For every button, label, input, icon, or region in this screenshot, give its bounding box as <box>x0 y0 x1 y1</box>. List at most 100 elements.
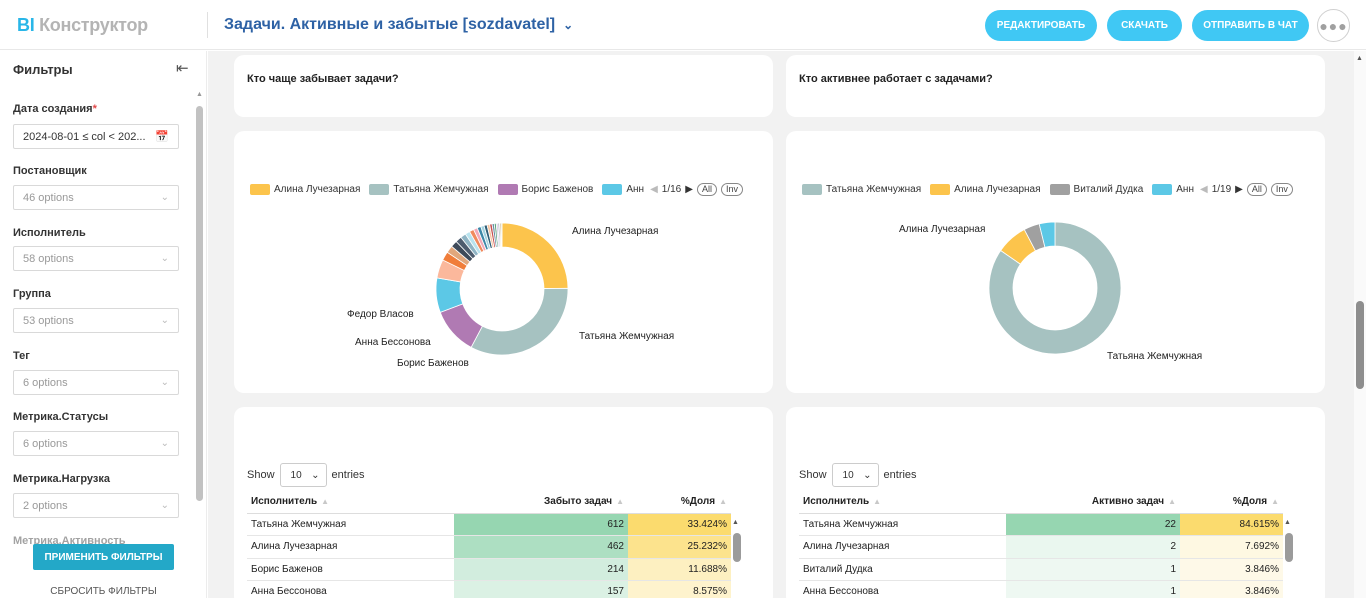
legend-item[interactable]: Анн <box>1152 184 1194 195</box>
page-length-control: Show 10 ⌄ entries <box>799 463 917 487</box>
legend-all-button[interactable]: All <box>696 183 717 196</box>
assigner-select[interactable]: 46 options ⌄ <box>13 185 179 210</box>
sidebar-scroll-thumb[interactable] <box>196 106 203 501</box>
chevron-down-icon: ⌄ <box>160 377 169 388</box>
pie-slice[interactable] <box>1038 221 1056 248</box>
metric-statuses-select[interactable]: 6 options ⌄ <box>13 431 179 456</box>
count-cell: 214 <box>454 558 628 581</box>
filter-label-group: Группа <box>13 288 51 300</box>
legend-next-icon[interactable]: ▶ <box>685 184 693 195</box>
chevron-down-icon: ⌄ <box>311 469 320 481</box>
column-header-forgotten[interactable]: Забыто задач ▲ <box>454 491 628 514</box>
more-options-button[interactable]: ●●● <box>1317 9 1350 42</box>
created-date-input[interactable]: 2024-08-01 ≤ col < 202... 📅 <box>13 124 179 149</box>
scroll-up-icon[interactable]: ▲ <box>1284 519 1291 526</box>
group-select[interactable]: 53 options ⌄ <box>13 308 179 333</box>
count-cell: 22 <box>1006 513 1180 536</box>
executor-cell: Борис Баженов <box>247 558 454 581</box>
table-row[interactable]: Анна Бессонова 1 3.846% <box>799 580 1283 598</box>
forgotten-title: Кто чаще забывает задачи? <box>247 73 399 85</box>
table-scrollbar[interactable]: ▲ <box>732 519 742 598</box>
executor-select[interactable]: 58 options ⌄ <box>13 246 179 271</box>
table-row[interactable]: Алина Лучезарная 462 25.232% <box>247 535 731 559</box>
filter-label-created-date: Дата создания* <box>13 103 97 115</box>
table-scrollbar[interactable]: ▲ <box>1284 519 1294 598</box>
send-to-chat-button[interactable]: Отправить в чат <box>1192 10 1309 41</box>
table-scroll-thumb[interactable] <box>733 533 741 562</box>
legend-prev-icon[interactable]: ◀ <box>1199 184 1208 195</box>
share-cell: 84.615% <box>1180 513 1283 536</box>
legend-pagination: ◀ 1/19 ▶ All Inv <box>1200 183 1293 196</box>
legend-label: Анн <box>626 184 645 195</box>
forgotten-pie-card: Алина Лучезарная Татьяна Жемчужная Борис… <box>234 131 773 393</box>
legend-swatch <box>369 184 390 195</box>
legend-prev-icon[interactable]: ◀ <box>650 184 658 195</box>
metric-load-select[interactable]: 2 options ⌄ <box>13 493 179 518</box>
pie-slice[interactable] <box>988 221 1122 355</box>
filter-label-executor: Исполнитель <box>13 227 86 239</box>
dashboard-title-dropdown[interactable]: Задачи. Активные и забытые [sozdavatel] … <box>224 16 573 34</box>
legend-next-icon[interactable]: ▶ <box>1235 184 1243 195</box>
chevron-down-icon: ⌄ <box>160 192 169 203</box>
legend-item[interactable]: Татьяна Жемчужная <box>802 184 921 195</box>
pie-slice[interactable] <box>500 222 503 248</box>
pie-slice[interactable] <box>470 287 569 356</box>
count-cell: 1 <box>1006 580 1180 598</box>
sidebar-scrollbar[interactable]: ▲ <box>195 91 204 541</box>
active-table: Исполнитель ▲ Активно задач ▲ %Доля ▲ Татья… <box>799 491 1283 598</box>
table-row[interactable]: Борис Баженов 214 11.688% <box>247 558 731 581</box>
page-scroll-thumb[interactable] <box>1356 301 1364 389</box>
column-header-share[interactable]: %Доля ▲ <box>1180 491 1283 514</box>
table-row[interactable]: Анна Бессонова 157 8.575% <box>247 580 731 598</box>
pie-slice[interactable] <box>501 222 569 289</box>
table-row[interactable]: Татьяна Жемчужная 22 84.615% <box>799 513 1283 536</box>
scroll-up-icon[interactable]: ▲ <box>1356 55 1363 62</box>
collapse-sidebar-icon[interactable]: ⇤ <box>176 60 189 77</box>
scroll-up-icon[interactable]: ▲ <box>196 91 203 98</box>
page-length-select[interactable]: 10 ⌄ <box>279 463 327 487</box>
table-row[interactable]: Алина Лучезарная 2 7.692% <box>799 535 1283 559</box>
column-header-active[interactable]: Активно задач ▲ <box>1006 491 1180 514</box>
assigner-value: 46 options <box>23 191 74 204</box>
reset-filters-button[interactable]: Сбросить фильтры <box>50 586 157 597</box>
page-length-select[interactable]: 10 ⌄ <box>831 463 879 487</box>
legend-inv-button[interactable]: Inv <box>1270 183 1293 196</box>
table-scroll-thumb[interactable] <box>1285 533 1293 562</box>
legend-inv-button[interactable]: Inv <box>720 183 743 196</box>
tag-select[interactable]: 6 options ⌄ <box>13 370 179 395</box>
table-row[interactable]: Татьяна Жемчужная 612 33.424% <box>247 513 731 536</box>
table-row[interactable]: Виталий Дудка 1 3.846% <box>799 558 1283 581</box>
share-cell: 25.232% <box>628 535 731 559</box>
column-header-share[interactable]: %Доля ▲ <box>628 491 731 514</box>
legend-label: Виталий Дудка <box>1073 184 1144 195</box>
column-header-executor[interactable]: Исполнитель ▲ <box>799 491 1006 514</box>
edit-button[interactable]: Редактировать <box>985 10 1097 41</box>
legend-item[interactable]: Анн <box>602 184 644 195</box>
ellipsis-icon: ●●● <box>1319 17 1348 34</box>
pie-slice-label: Алина Лучезарная <box>899 224 985 235</box>
logo-prefix: BI <box>17 15 35 35</box>
filters-title: Фильтры <box>13 62 73 77</box>
legend-item[interactable]: Алина Лучезарная <box>930 184 1041 195</box>
legend-item[interactable]: Алина Лучезарная <box>250 184 360 195</box>
legend-label: Алина Лучезарная <box>954 184 1041 195</box>
legend-all-button[interactable]: All <box>1246 183 1267 196</box>
header-divider <box>207 12 208 38</box>
scroll-up-icon[interactable]: ▲ <box>732 519 739 526</box>
column-header-executor[interactable]: Исполнитель ▲ <box>247 491 454 514</box>
legend-swatch <box>930 184 951 195</box>
download-button[interactable]: Скачать <box>1107 10 1182 41</box>
pie-slice-label: Алина Лучезарная <box>572 226 658 237</box>
sort-icon: ▲ <box>1271 497 1279 507</box>
legend-swatch <box>1152 184 1173 195</box>
legend-item[interactable]: Виталий Дудка <box>1049 184 1144 195</box>
page-scrollbar[interactable]: ▲ <box>1354 51 1366 598</box>
apply-filters-button[interactable]: Применить фильтры <box>33 544 174 570</box>
executor-value: 58 options <box>23 252 74 265</box>
legend-item[interactable]: Татьяна Жемчужная <box>369 184 489 195</box>
app-logo[interactable]: BI Конструктор <box>17 15 148 36</box>
legend-item[interactable]: Борис Баженов <box>497 184 593 195</box>
column-header-label: Исполнитель <box>803 496 870 508</box>
share-cell: 3.846% <box>1180 558 1283 581</box>
tag-value: 6 options <box>23 376 68 389</box>
